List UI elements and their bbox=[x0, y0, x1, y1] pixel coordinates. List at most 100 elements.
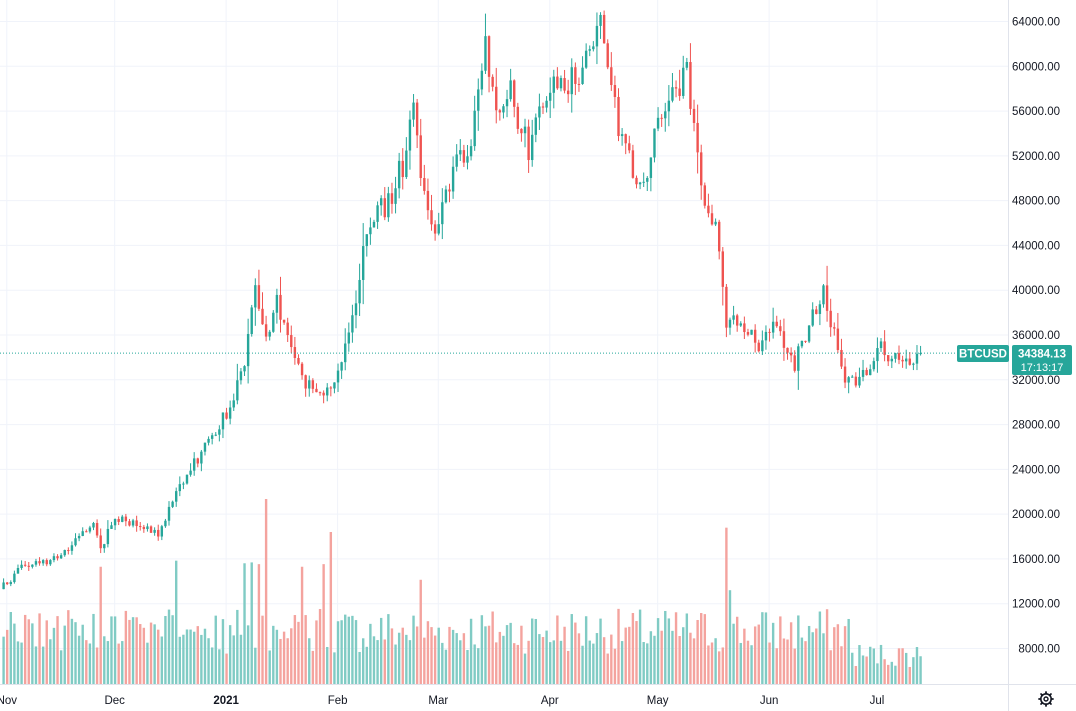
volume-bar bbox=[441, 642, 444, 684]
candle-body bbox=[592, 46, 595, 50]
gear-tooth bbox=[1048, 693, 1052, 697]
volume-bar bbox=[527, 640, 530, 684]
price-tick-label: 16000.00 bbox=[1012, 554, 1060, 566]
candle-body bbox=[764, 331, 768, 341]
candle-body bbox=[545, 100, 548, 108]
candle-body bbox=[484, 36, 487, 71]
price-tick-label: 24000.00 bbox=[1012, 464, 1060, 476]
candle-body bbox=[480, 70, 484, 90]
candle-body bbox=[110, 525, 113, 529]
volume-bar bbox=[757, 624, 760, 684]
volume-bar bbox=[865, 656, 868, 684]
candle-body bbox=[167, 506, 171, 521]
volume-bar bbox=[92, 613, 95, 684]
candle-body bbox=[520, 128, 523, 134]
candle-body bbox=[876, 348, 879, 362]
volume-bar bbox=[858, 645, 861, 684]
candle-body bbox=[329, 387, 333, 389]
volume-bar bbox=[297, 621, 300, 684]
volume-bar bbox=[502, 635, 505, 684]
candle-body bbox=[696, 122, 699, 153]
volume-bar bbox=[390, 628, 394, 684]
candle-body bbox=[185, 474, 189, 484]
volume-bar bbox=[178, 636, 181, 684]
candle-body bbox=[901, 359, 904, 362]
volume-bar bbox=[95, 647, 99, 684]
candle-body bbox=[487, 36, 491, 77]
volume-bar bbox=[160, 636, 164, 684]
volume-bar bbox=[728, 590, 732, 684]
candle-body bbox=[178, 484, 181, 492]
candle-body bbox=[498, 110, 502, 113]
candle-body bbox=[146, 526, 149, 530]
volume-bar bbox=[879, 644, 883, 684]
time-tick-label: 2021 bbox=[213, 695, 239, 707]
price-axis[interactable]: 64000.00 60000.00 56000.00 52000.00 48000.00… bbox=[1012, 17, 1060, 656]
candle-body bbox=[433, 224, 437, 234]
time-tick-label: Apr bbox=[541, 695, 559, 707]
volume-bars bbox=[2, 499, 922, 684]
volume-bar bbox=[448, 626, 451, 684]
price-tick-label: 44000.00 bbox=[1012, 240, 1060, 252]
candle-body bbox=[369, 227, 372, 235]
candle-body bbox=[768, 331, 771, 333]
volume-bar bbox=[602, 637, 606, 684]
volume-bar bbox=[595, 633, 599, 684]
volume-bar bbox=[714, 638, 717, 684]
candle-body bbox=[45, 560, 48, 565]
candle-body bbox=[318, 392, 322, 394]
volume-bar bbox=[430, 627, 433, 684]
volume-bar bbox=[149, 622, 153, 684]
volume-bar bbox=[318, 609, 322, 684]
volume-bar bbox=[397, 632, 401, 684]
volume-bar bbox=[394, 644, 397, 684]
volume-bar bbox=[20, 642, 23, 684]
candle-body bbox=[879, 341, 883, 349]
candle-body bbox=[858, 376, 861, 386]
volume-bar bbox=[203, 628, 207, 684]
candle-body bbox=[394, 188, 397, 204]
volume-bar bbox=[487, 625, 491, 684]
volume-bar bbox=[588, 640, 591, 684]
candle-body bbox=[16, 568, 20, 574]
volume-bar bbox=[843, 626, 847, 684]
volume-bar bbox=[286, 638, 289, 684]
volume-bar bbox=[735, 616, 739, 684]
candle-body bbox=[135, 520, 138, 527]
volume-bar bbox=[548, 642, 552, 684]
gear-icon[interactable] bbox=[1038, 691, 1054, 707]
time-tick-label: Dec bbox=[104, 695, 125, 707]
volume-bar bbox=[581, 645, 584, 684]
price-tick-label: 12000.00 bbox=[1012, 599, 1060, 611]
candle-body bbox=[703, 185, 707, 206]
volume-bar bbox=[811, 632, 814, 684]
candle-body bbox=[811, 309, 814, 326]
candle-body bbox=[196, 458, 199, 464]
volume-bar bbox=[541, 637, 545, 684]
volume-bar bbox=[646, 643, 649, 684]
volume-bar bbox=[387, 614, 390, 684]
volume-bar bbox=[164, 616, 167, 684]
volume-bar bbox=[825, 609, 829, 684]
volume-bar bbox=[538, 634, 541, 684]
candle-body bbox=[869, 369, 872, 376]
candle-body bbox=[52, 556, 56, 561]
candle-body bbox=[257, 285, 261, 309]
candle-body bbox=[297, 357, 300, 364]
volume-bar bbox=[638, 609, 642, 684]
volume-bar bbox=[254, 647, 257, 684]
candle-body bbox=[451, 166, 455, 192]
volume-bar bbox=[466, 650, 469, 684]
candle-body bbox=[789, 352, 793, 356]
candle-body bbox=[667, 100, 671, 112]
volume-bar bbox=[146, 642, 149, 684]
volume-bar bbox=[49, 639, 52, 684]
volume-bar bbox=[523, 653, 527, 684]
volume-bar bbox=[656, 618, 660, 684]
candle-body bbox=[883, 341, 886, 356]
candle-body bbox=[739, 323, 742, 326]
time-axis[interactable]: Nov Dec 2021 Feb Mar Apr May Jun Jul bbox=[0, 695, 884, 707]
time-tick-label: Nov bbox=[0, 695, 17, 707]
volume-bar bbox=[617, 608, 620, 684]
